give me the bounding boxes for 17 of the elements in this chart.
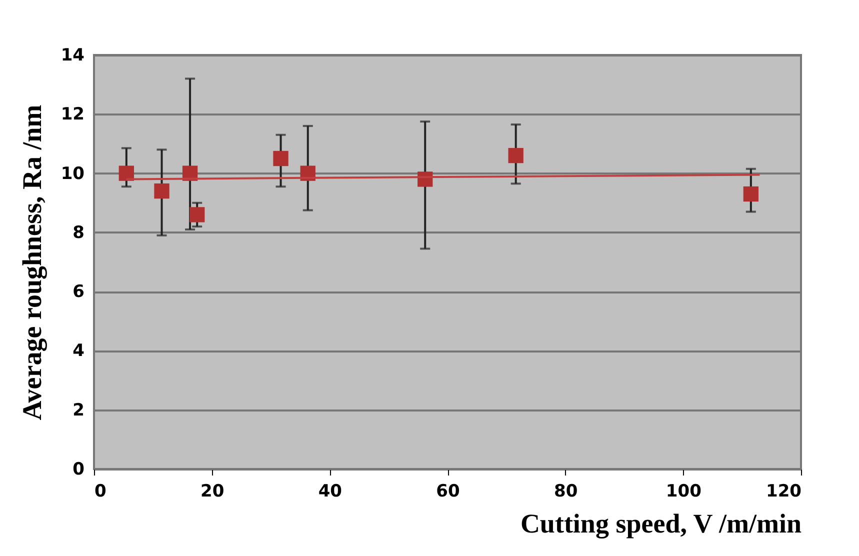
y-tick-label: 10 — [60, 164, 85, 184]
y-tick-label: 0 — [72, 460, 85, 480]
y-tick-label: 14 — [60, 46, 85, 66]
y-tick-label: 8 — [72, 222, 84, 243]
x-tick-label: 120 — [766, 482, 802, 502]
x-tick-label: 40 — [318, 482, 342, 502]
x-tick-label: 20 — [200, 482, 224, 502]
y-axis-title: Average roughness, Ra /nm — [16, 104, 47, 420]
x-tick-label: 80 — [554, 482, 578, 502]
y-tick-label: 2 — [72, 400, 84, 420]
y-tick-label: 12 — [60, 104, 84, 125]
y-tick-label: 6 — [72, 282, 84, 302]
x-tick-label: 0 — [94, 482, 106, 502]
x-axis-title: Cutting speed, V /m/min — [520, 508, 802, 538]
y-tick-label: 4 — [72, 341, 85, 362]
x-tick-label: 60 — [436, 482, 460, 502]
x-tick-label: 100 — [666, 482, 702, 502]
